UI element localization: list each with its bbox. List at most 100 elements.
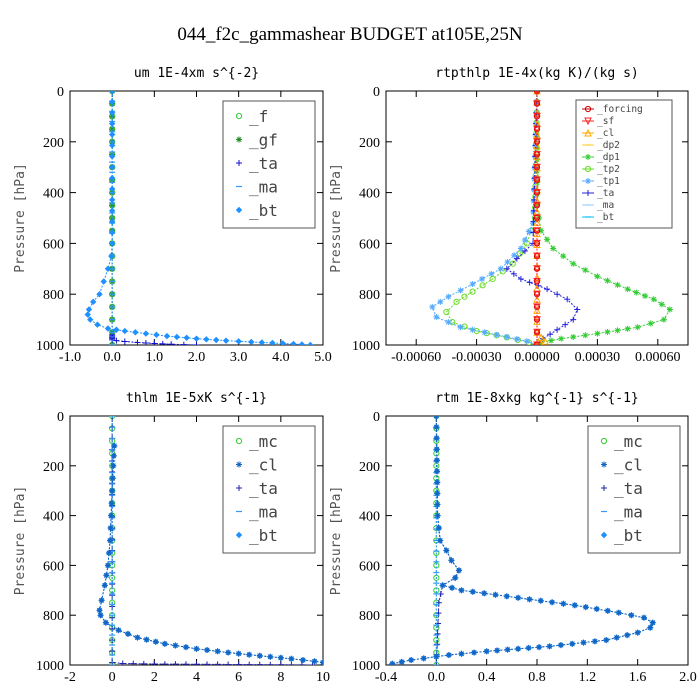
x-tick-label: 4 <box>193 670 200 685</box>
data-point <box>246 661 253 665</box>
plot-area <box>389 416 656 665</box>
data-point <box>161 661 168 665</box>
data-point <box>172 661 179 665</box>
data-point <box>132 329 139 336</box>
data-point <box>530 209 537 216</box>
legend-label: _ta <box>249 479 278 498</box>
data-point <box>152 638 159 645</box>
data-point <box>277 654 284 661</box>
data-point <box>666 306 673 313</box>
data-point <box>193 661 200 665</box>
data-point <box>523 338 530 345</box>
series-cl <box>96 442 323 665</box>
data-point <box>525 644 532 651</box>
legend-label: _mc <box>614 432 643 451</box>
data-point <box>110 452 117 459</box>
data-point <box>457 287 464 294</box>
y-tick-label: 1000 <box>352 659 380 674</box>
data-point <box>526 279 533 286</box>
panel-um: um 1E-4xm s^{-2} Pressure [hPa] 0 200 400 600… <box>13 66 332 365</box>
data-point <box>108 500 115 507</box>
data-point <box>104 265 112 272</box>
data-point <box>594 273 601 280</box>
y-tick-label: 400 <box>359 187 380 202</box>
data-point <box>515 594 522 601</box>
data-point <box>517 245 524 252</box>
plot-area <box>429 91 673 345</box>
data-point <box>398 658 405 665</box>
legend-label: _dp1 <box>597 152 620 163</box>
data-point <box>533 138 541 146</box>
series-tp2 <box>443 91 541 345</box>
data-point <box>182 661 189 665</box>
data-point <box>182 644 189 651</box>
data-point <box>489 275 496 283</box>
data-point <box>277 661 284 665</box>
data-point <box>504 646 511 653</box>
legend-label: _ma <box>597 200 614 211</box>
data-point <box>225 661 232 665</box>
data-point <box>161 640 168 647</box>
data-point <box>134 634 141 641</box>
data-point <box>298 661 305 665</box>
data-point <box>433 416 440 419</box>
data-point <box>109 126 116 133</box>
y-tick-label: 400 <box>43 187 64 202</box>
data-point <box>564 296 571 303</box>
data-point <box>533 328 541 337</box>
legend: _f _gf _ta _ma _bt <box>222 100 316 229</box>
data-point <box>455 567 462 574</box>
data-point <box>494 647 501 654</box>
data-point <box>469 326 476 333</box>
data-point <box>100 278 107 285</box>
y-axis-label: Pressure [hPa] <box>13 486 28 596</box>
data-point <box>109 475 116 482</box>
panel-title: thlm 1E-5xK s^{-1} <box>126 391 267 406</box>
legend-marker <box>235 531 243 539</box>
data-point <box>544 236 551 243</box>
data-point <box>523 240 531 247</box>
data-point <box>478 275 485 282</box>
legend-label: _cl <box>614 456 643 475</box>
x-tick-label: 1.0 <box>146 350 164 365</box>
data-point <box>537 597 544 604</box>
data-point <box>214 661 221 665</box>
data-point <box>110 462 117 469</box>
data-point <box>445 319 452 326</box>
data-point <box>108 196 116 204</box>
data-point <box>469 288 476 295</box>
data-point <box>624 325 631 332</box>
legend-label: _bt <box>597 212 614 223</box>
data-point <box>433 424 440 431</box>
legend-label: _ta <box>614 479 643 498</box>
data-point <box>557 642 564 649</box>
data-point <box>108 207 116 214</box>
data-point <box>106 549 113 556</box>
data-point <box>516 250 523 257</box>
data-point <box>458 650 465 657</box>
data-point <box>538 339 545 345</box>
data-point <box>533 341 541 345</box>
data-point <box>311 658 318 665</box>
data-point <box>433 435 440 442</box>
data-point <box>604 328 611 335</box>
data-point <box>445 652 452 659</box>
x-tick-label: 5.0 <box>314 350 332 365</box>
legend-label: _cl <box>249 456 278 475</box>
data-point <box>582 604 589 611</box>
data-point <box>420 655 427 662</box>
data-point <box>504 259 511 266</box>
legend-marker <box>584 105 592 113</box>
legend: _forcing_sf_cl_dp2_dp1_tp2_tp1_ta_ma_bt <box>575 99 673 229</box>
data-point <box>96 291 103 298</box>
data-point <box>108 98 116 106</box>
data-point <box>258 339 266 345</box>
data-point <box>658 301 665 308</box>
series-line <box>506 91 578 345</box>
x-tick-label: 2.0 <box>679 670 697 685</box>
data-point <box>533 163 541 172</box>
data-point <box>107 525 114 532</box>
data-point <box>222 337 230 344</box>
x-tick-label: 0.0 <box>428 670 446 685</box>
data-point <box>104 325 112 332</box>
